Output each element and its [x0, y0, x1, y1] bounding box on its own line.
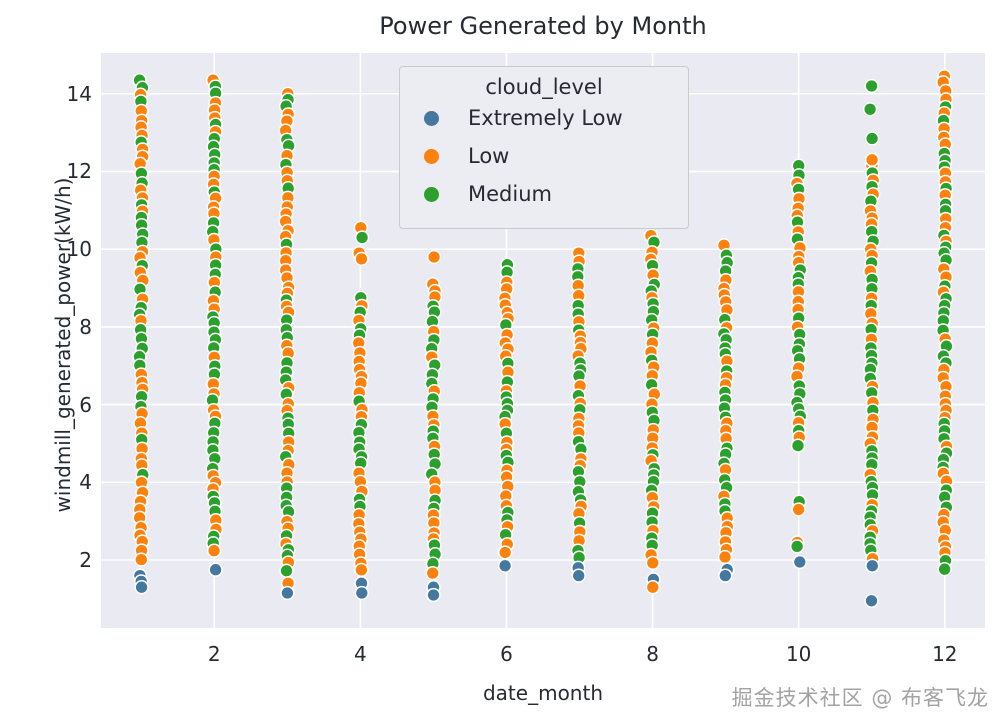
- x-tick: 8: [646, 642, 659, 666]
- legend-item-label: Extremely Low: [468, 106, 623, 130]
- x-tick: 2: [207, 642, 221, 666]
- legend-item-label: Medium: [468, 182, 552, 206]
- legend-item-extremely-low: Extremely Low: [400, 99, 688, 137]
- legend-dot-low-icon: [424, 148, 439, 164]
- scatter-canvas: [101, 53, 985, 628]
- legend-item-label: Low: [468, 144, 510, 168]
- legend-dot-medium-icon: [424, 186, 439, 202]
- x-tick: 10: [785, 642, 812, 666]
- x-tick: 12: [932, 642, 958, 666]
- legend-item-medium: Medium: [400, 175, 688, 213]
- legend-title: cloud_level: [485, 75, 603, 99]
- y-tick: 4: [79, 470, 92, 495]
- y-tick: 6: [79, 392, 92, 417]
- y-tick: 10: [66, 237, 92, 262]
- y-tick: 14: [66, 81, 92, 106]
- x-tick: 4: [353, 642, 367, 666]
- chart-title: Power Generated by Month: [379, 12, 707, 40]
- y-tick: 2: [79, 548, 92, 572]
- legend-item-low: Low: [400, 137, 688, 175]
- legend-dot-extremely-low-icon: [424, 110, 439, 126]
- watermark: 掘金技术社区 @ 布客飞龙: [731, 686, 989, 710]
- y-tick: 8: [79, 314, 92, 339]
- x-axis-label: date_month: [482, 681, 603, 705]
- y-tick: 12: [66, 159, 92, 184]
- x-tick: 6: [500, 642, 513, 666]
- legend: cloud_level Extremely Low Low Medium: [399, 66, 689, 229]
